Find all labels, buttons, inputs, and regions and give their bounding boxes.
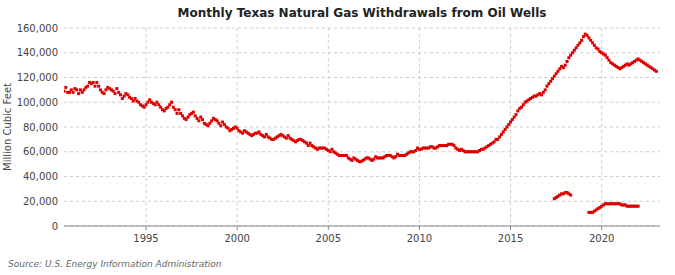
x-tick	[419, 226, 420, 230]
y-grid-line	[64, 77, 660, 78]
point	[75, 88, 78, 91]
y-tick-label: 60,000	[23, 146, 58, 157]
point	[569, 194, 572, 197]
x-tick-label: 2020	[589, 233, 614, 244]
x-grid-line	[601, 28, 602, 226]
point	[114, 92, 117, 95]
point	[92, 81, 95, 84]
point	[580, 39, 583, 42]
y-tick-label: 40,000	[23, 171, 58, 182]
source-note: Source: U.S. Energy Information Administ…	[8, 259, 222, 269]
y-axis-label: Million Cubic Feet	[2, 83, 13, 171]
point	[119, 93, 122, 96]
x-tick	[237, 226, 238, 230]
point	[64, 90, 66, 93]
point	[219, 124, 222, 127]
x-tick	[510, 226, 511, 230]
x-tick-label: 2000	[224, 233, 249, 244]
point	[544, 88, 547, 91]
point	[103, 92, 106, 95]
point	[192, 111, 195, 114]
x-tick	[328, 226, 329, 230]
point	[115, 87, 118, 90]
point	[176, 112, 179, 115]
point	[97, 85, 100, 88]
point	[95, 81, 98, 84]
y-tick-label: 120,000	[17, 72, 58, 83]
point	[515, 113, 518, 116]
point	[566, 60, 569, 63]
y-grid-line	[64, 28, 660, 29]
y-tick-label: 100,000	[17, 97, 58, 108]
point	[637, 205, 640, 208]
point	[77, 92, 80, 95]
x-grid-line	[328, 28, 329, 226]
point	[64, 86, 67, 89]
x-tick-label: 2015	[498, 233, 523, 244]
x-axis-line	[64, 226, 660, 227]
x-tick-label: 2010	[407, 233, 432, 244]
y-grid-line	[64, 52, 660, 53]
y-tick-label: 80,000	[23, 122, 58, 133]
y-grid-line	[64, 151, 660, 152]
point	[174, 108, 177, 111]
x-grid-line	[237, 28, 238, 226]
y-grid-line	[64, 226, 660, 227]
point	[86, 85, 89, 88]
x-grid-line	[146, 28, 147, 226]
y-tick-label: 140,000	[17, 47, 58, 58]
grid	[64, 28, 660, 226]
y-tick-label: 160,000	[17, 23, 58, 34]
point	[564, 64, 567, 67]
x-grid-line	[419, 28, 420, 226]
point	[170, 101, 173, 104]
point	[93, 85, 96, 88]
axes: 0 20,000 40,000 60,000 80,000 100,000 120,000 1…	[17, 23, 660, 245]
point	[177, 108, 180, 111]
x-tick	[146, 226, 147, 230]
point	[201, 118, 204, 121]
point	[655, 70, 658, 73]
y-grid-line	[64, 201, 660, 202]
x-tick	[601, 226, 602, 230]
chart: 0 20,000 40,000 60,000 80,000 100,000 120,000 1…	[0, 0, 675, 275]
title: Monthly Texas Natural Gas Withdrawals fr…	[178, 6, 547, 20]
points	[64, 33, 658, 214]
y-grid-line	[64, 176, 660, 177]
y-tick-label: 0	[52, 221, 58, 232]
y-tick-label: 20,000	[23, 196, 58, 207]
x-tick-label: 2005	[316, 233, 341, 244]
x-tick-label: 1995	[133, 233, 158, 244]
y-grid-line	[64, 127, 660, 128]
x-grid-line	[510, 28, 511, 226]
point	[197, 119, 200, 122]
point	[72, 91, 75, 94]
